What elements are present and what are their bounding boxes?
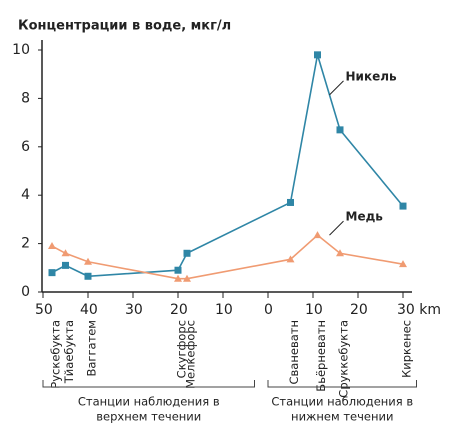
- x-tick-label: 20: [170, 302, 188, 318]
- marker: [286, 255, 295, 263]
- y-tick-label: 2: [21, 236, 30, 252]
- station-label: Ваггатем: [85, 320, 99, 377]
- chart-title: Концентрации в воде, мкг/л: [18, 19, 231, 34]
- x-tick-label: 10: [215, 302, 233, 318]
- y-tick-label: 8: [21, 90, 30, 106]
- marker: [399, 202, 407, 210]
- station-label: Киркенес: [400, 320, 414, 378]
- group-label: Станции наблюдения в: [271, 395, 413, 409]
- station-label: Тйаебукта: [62, 320, 76, 384]
- group-label: Станции наблюдения в: [78, 395, 220, 409]
- leader-line: [329, 80, 344, 96]
- x-tick-label: 10: [305, 302, 323, 318]
- group-bracket: [42, 380, 255, 388]
- x-tick-label: 30 km: [397, 302, 441, 318]
- marker: [399, 260, 407, 268]
- station-label: Сруккебукта: [337, 320, 351, 398]
- group-label: нижнем течении: [291, 410, 393, 424]
- marker: [313, 231, 322, 239]
- station-label: Скугфорс: [175, 320, 189, 378]
- leader-line: [329, 220, 344, 236]
- marker: [174, 266, 182, 274]
- y-tick-label: 0: [21, 284, 30, 300]
- station-label: Рускебукта: [49, 320, 63, 389]
- marker: [61, 249, 70, 257]
- series-label: Никель: [346, 69, 398, 83]
- marker: [174, 274, 182, 282]
- y-tick-label: 6: [21, 139, 30, 155]
- x-tick-label: 20: [350, 302, 368, 318]
- x-tick-label: 30: [125, 302, 143, 318]
- marker: [48, 269, 56, 277]
- station-label: Бьёрневатн: [314, 320, 328, 392]
- marker: [84, 257, 92, 265]
- series-line: [51, 54, 404, 278]
- group-label: верхнем течении: [96, 410, 201, 424]
- station-label: Сваневатн: [287, 320, 301, 385]
- station-label: Мелкефорс: [184, 320, 198, 389]
- marker: [314, 51, 321, 59]
- y-tick-label: 4: [21, 187, 30, 203]
- marker: [62, 261, 69, 269]
- marker: [84, 272, 92, 280]
- x-tick-label: 50: [35, 302, 53, 318]
- x-tick-label: 0: [264, 302, 273, 318]
- series-line: [51, 234, 404, 280]
- marker: [287, 198, 294, 206]
- marker: [336, 249, 344, 257]
- series-label: Медь: [346, 210, 384, 224]
- marker: [183, 274, 191, 282]
- marker: [183, 249, 191, 257]
- group-bracket: [267, 380, 417, 388]
- marker: [48, 242, 56, 250]
- y-tick-label: 10: [12, 42, 30, 58]
- marker: [336, 126, 344, 134]
- x-tick-label: 40: [80, 302, 98, 318]
